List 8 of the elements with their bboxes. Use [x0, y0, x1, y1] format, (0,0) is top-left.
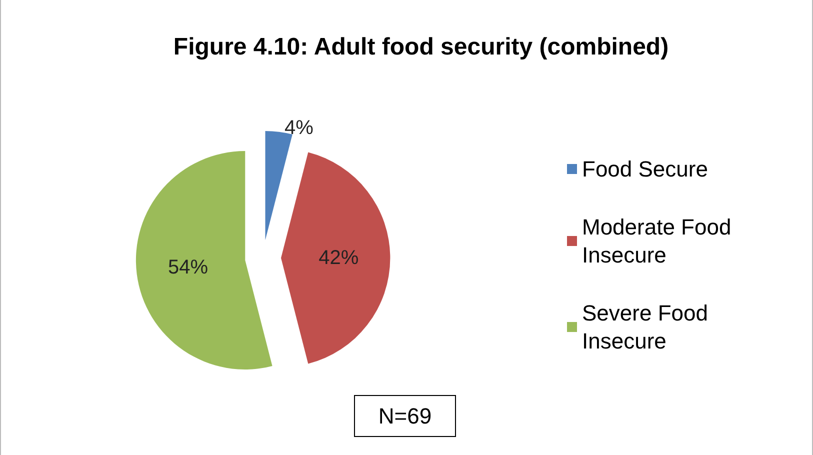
legend-label: Food Secure — [582, 156, 708, 182]
text: N=69 — [378, 404, 432, 428]
data-label: 4% — [284, 116, 314, 139]
chart-title: Figure 4.10: Adult food security (combined) — [173, 34, 669, 60]
data-label: 42% — [318, 247, 359, 269]
data-label: 54% — [168, 256, 208, 278]
legend-label: Severe Food Insecure — [582, 300, 714, 354]
legend-label: Moderate Food Insecure — [582, 214, 738, 268]
